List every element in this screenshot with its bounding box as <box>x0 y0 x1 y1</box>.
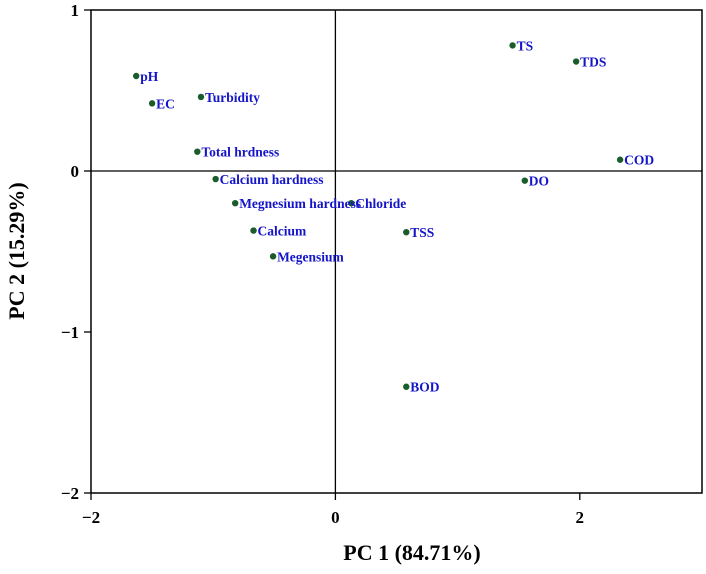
x-tick-label: 2 <box>576 508 585 527</box>
data-point-label: pH <box>140 69 159 84</box>
data-point-label: Calcium hardness <box>220 172 324 187</box>
data-point <box>403 228 410 236</box>
data-point <box>509 42 516 49</box>
data-point <box>616 156 624 163</box>
x-axis-title: PC 1 (84.71%) <box>343 540 480 565</box>
axis-tick-labels: −2 0 2 −2 −1 0 1 <box>61 1 584 527</box>
data-point-label: TS <box>517 38 534 53</box>
reference-lines <box>91 10 702 493</box>
plot-frame <box>90 9 703 494</box>
y-axis-title: PC 2 (15.29%) <box>4 182 29 319</box>
data-point-label: Chloride <box>355 196 406 211</box>
data-point <box>197 93 205 101</box>
data-point-label: Turbidity <box>205 90 260 105</box>
data-point-label: EC <box>156 96 175 111</box>
y-tick-label: −2 <box>61 484 79 503</box>
data-point-labels: pH EC Turbidity Total hrdness Calcium hardne… <box>140 38 654 394</box>
data-point <box>148 100 156 107</box>
data-point-label: BOD <box>410 380 440 395</box>
y-tick-label: −1 <box>61 323 79 342</box>
x-tick-label: −2 <box>82 508 100 527</box>
data-point <box>269 253 277 260</box>
data-point-label: Megnesium hardness <box>239 196 361 211</box>
data-point <box>403 383 410 390</box>
data-point-label: TSS <box>410 225 434 240</box>
data-point-label: Calcium <box>258 224 308 239</box>
data-point-label: DO <box>529 174 549 189</box>
data-point <box>133 72 140 80</box>
data-points <box>133 42 624 390</box>
data-point-label: Total hrdness <box>201 145 279 160</box>
data-point <box>212 175 219 183</box>
data-point-label: TDS <box>580 55 606 70</box>
axis-ticks <box>84 9 581 500</box>
data-point <box>572 58 580 65</box>
data-point-label: COD <box>624 153 654 168</box>
data-point <box>250 227 257 234</box>
data-point <box>194 148 201 155</box>
data-point <box>521 177 529 184</box>
y-tick-label: 0 <box>71 162 80 181</box>
data-point <box>348 200 355 207</box>
x-tick-label: 0 <box>331 508 340 527</box>
data-point-label: Megensium <box>277 249 344 264</box>
y-tick-label: 1 <box>71 1 80 20</box>
data-point <box>231 200 239 207</box>
